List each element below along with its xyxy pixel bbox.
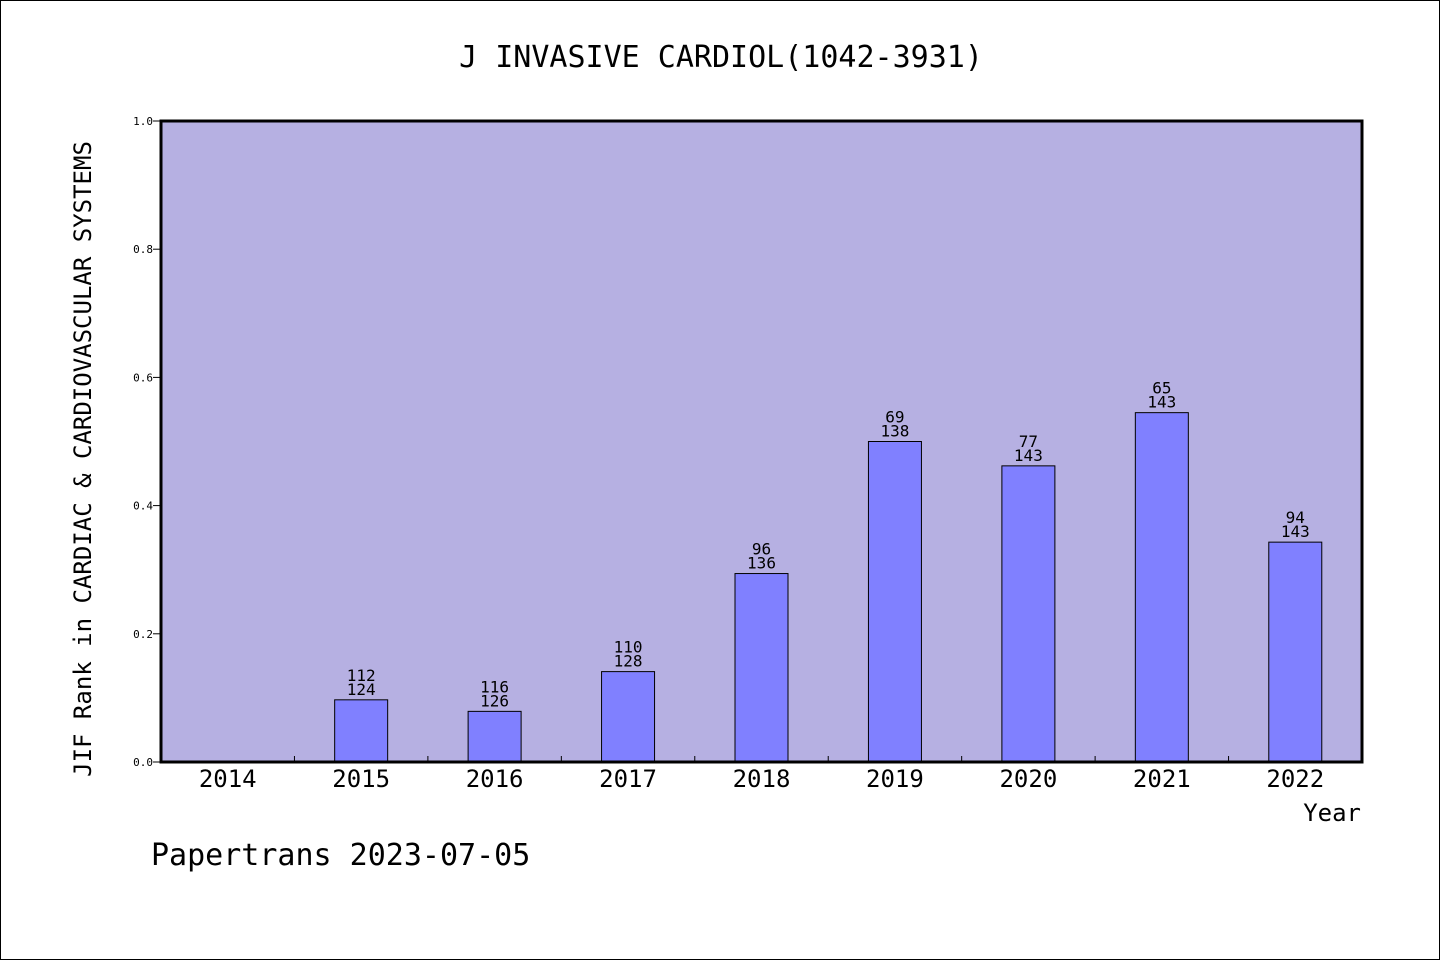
y-axis-label: JIF Rank in CARDIAC & CARDIOVASCULAR SYS… [69,141,97,777]
y-tick-label: 0.8 [133,243,153,256]
bar-2017 [601,671,656,763]
x-tick-label: 2015 [332,765,390,793]
bar-2018 [734,573,789,763]
x-tick-label: 2021 [1133,765,1191,793]
bar-total-label: 136 [747,554,776,573]
y-tick-label: 0.4 [133,500,153,513]
bar-total-label: 138 [880,422,909,441]
x-tick-label: 2020 [999,765,1057,793]
bar-total-label: 143 [1147,393,1176,412]
chart-title: J INVASIVE CARDIOL(1042-3931) [459,40,983,75]
x-tick-label: 2016 [466,765,524,793]
bar-rank-label: 94 [1286,508,1305,527]
bar-rank-label: 77 [1019,432,1038,451]
bar-rank-label: 112 [347,666,376,685]
bar-2015 [334,699,389,763]
y-tick-label: 0.2 [133,628,153,641]
plot-frame [159,119,1364,764]
y-tick-label: 1.0 [133,115,153,128]
x-axis-label: Year [1303,799,1361,827]
x-tick-label: 2017 [599,765,657,793]
bar-total-label: 143 [1014,446,1043,465]
x-axis-ticks: 2014 2015 2016 2017 2018 2019 2020 2021 2022 [199,756,1324,793]
y-tick-label: 0.0 [133,756,153,769]
bar-total-label: 128 [614,652,643,671]
footer-credit: Papertrans 2023-07-05 [151,838,530,873]
y-axis-ticks: 0.0 0.2 0.4 0.6 0.8 1.0 [133,115,161,769]
bar-2022 [1268,541,1323,763]
x-tick-label: 2014 [199,765,257,793]
x-tick-label: 2019 [866,765,924,793]
bar-rank-label: 110 [614,638,643,657]
bar-total-label: 143 [1281,522,1310,541]
x-tick-label: 2022 [1266,765,1324,793]
bar-2021 [1134,412,1189,763]
bar-rank-label: 116 [480,677,509,696]
bar-rank-label: 69 [885,408,904,427]
bar-2016 [467,710,522,763]
bar-rank-label: 65 [1152,379,1171,398]
y-tick-label: 0.6 [133,371,153,384]
x-tick-label: 2018 [733,765,791,793]
bar-total-label: 124 [347,680,376,699]
bar-total-label: 126 [480,691,509,710]
bar-2020 [1001,465,1056,763]
bar-rank-label: 96 [752,540,771,559]
bar-2019 [867,441,922,763]
